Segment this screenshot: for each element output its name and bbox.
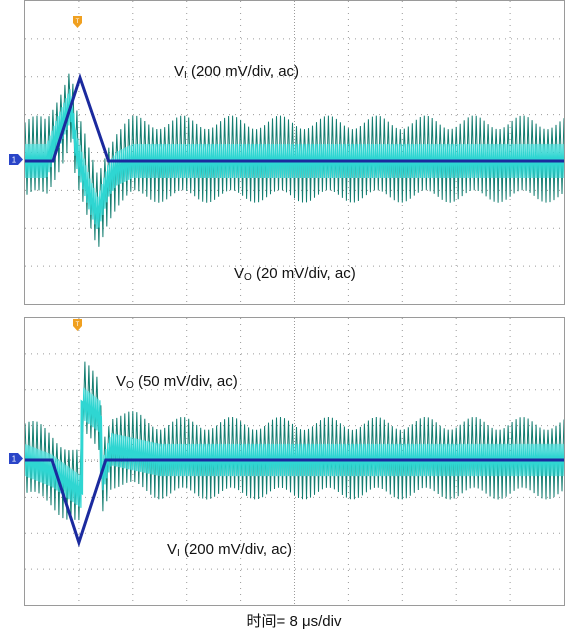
ground-marker-top-label: 1 <box>12 156 17 165</box>
trigger-marker-bottom-label: T <box>76 322 80 328</box>
x-axis-label: 时间= 8 μs/div <box>246 613 342 630</box>
vo-envelope-bottom <box>25 361 564 521</box>
ground-marker-bottom-icon: 1 <box>9 453 23 464</box>
vo-band-top <box>25 89 564 230</box>
trigger-marker-top-label: T <box>76 19 80 25</box>
scope-panel-bottom <box>24 317 565 606</box>
series-label-vo-bottom: VO (50 mV/div, ac) <box>116 373 238 391</box>
ground-marker-bottom-label: 1 <box>12 455 17 464</box>
oscilloscope-plot-top <box>25 1 564 304</box>
ground-marker-top-icon: 1 <box>9 154 23 165</box>
series-label-vo-top: VO (20 mV/div, ac) <box>234 265 356 283</box>
scope-panel-top <box>24 0 565 305</box>
series-label-vi-bottom: VI (200 mV/div, ac) <box>167 541 293 559</box>
vi-trace-top <box>25 72 564 163</box>
vo-envelope-top <box>25 73 564 247</box>
oscilloscope-plot-bottom <box>25 318 564 605</box>
series-label-vi-top: VI (200 mV/div, ac) <box>174 63 300 81</box>
vo-trace-bottom <box>25 399 564 496</box>
vi-trace-bottom <box>25 458 564 548</box>
trigger-marker-bottom-icon: T <box>73 319 82 331</box>
vo-band-bottom <box>25 387 564 508</box>
trigger-marker-top-icon: T <box>73 16 82 28</box>
